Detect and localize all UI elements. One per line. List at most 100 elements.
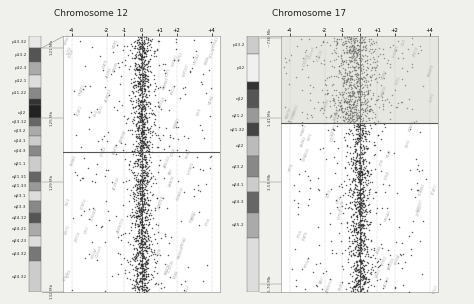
Point (352, 131, 359, 136)
Point (353, 34, 361, 39)
Point (136, 262, 143, 267)
Point (135, 123, 143, 128)
Point (364, 285, 372, 290)
Point (344, 115, 351, 119)
Point (340, 80, 347, 85)
Point (130, 254, 138, 259)
Point (370, 152, 377, 157)
Point (352, 275, 360, 280)
Point (146, 222, 153, 227)
Point (128, 263, 135, 268)
Point (357, 186, 365, 191)
Point (125, 270, 133, 275)
Point (356, 274, 364, 278)
Point (144, 288, 151, 293)
Point (353, 158, 360, 163)
Point (355, 93, 362, 98)
Point (133, 234, 141, 239)
Point (130, 110, 137, 115)
Point (337, 120, 344, 125)
Text: FAM60A: FAM60A (333, 108, 342, 122)
Point (364, 99, 372, 104)
Point (138, 126, 146, 130)
Point (144, 257, 152, 261)
Point (151, 103, 159, 108)
Point (346, 98, 354, 102)
Point (141, 112, 149, 117)
Point (356, 173, 364, 178)
Point (124, 52, 131, 57)
Point (362, 80, 370, 85)
Point (357, 288, 365, 292)
Point (146, 42, 154, 47)
Point (152, 280, 159, 285)
Point (357, 242, 365, 247)
Point (350, 251, 357, 256)
Point (355, 282, 362, 286)
Point (315, 100, 322, 105)
Point (307, 178, 314, 183)
Point (146, 222, 153, 226)
Point (137, 90, 145, 95)
Point (136, 111, 143, 116)
Point (356, 212, 364, 216)
Point (145, 216, 152, 221)
Point (349, 101, 356, 106)
Point (353, 121, 361, 126)
Point (141, 136, 148, 141)
Point (328, 63, 336, 68)
Point (358, 173, 365, 178)
Point (139, 73, 146, 78)
Point (135, 244, 143, 248)
Point (291, 182, 298, 187)
Point (140, 224, 147, 229)
Point (350, 144, 358, 149)
Point (353, 114, 361, 119)
Point (134, 238, 142, 243)
Point (354, 141, 361, 146)
Point (357, 181, 365, 186)
Point (360, 96, 368, 101)
Point (135, 63, 143, 68)
Point (354, 190, 361, 195)
Point (137, 146, 144, 151)
Point (140, 105, 147, 109)
Point (353, 187, 361, 192)
Point (346, 177, 353, 182)
Point (376, 120, 383, 125)
Point (130, 148, 137, 153)
Point (342, 87, 349, 92)
Point (363, 84, 370, 89)
Point (357, 56, 365, 60)
Point (192, 49, 200, 54)
Point (109, 179, 116, 184)
Point (339, 82, 347, 87)
Point (134, 273, 141, 278)
Point (368, 65, 376, 70)
Point (356, 200, 363, 205)
Point (356, 236, 363, 241)
Text: q25.2: q25.2 (232, 223, 245, 227)
Point (138, 283, 146, 288)
Point (356, 56, 363, 61)
Point (147, 253, 155, 257)
Point (347, 109, 355, 113)
Point (355, 55, 363, 60)
Point (367, 266, 375, 271)
Point (137, 283, 145, 288)
Text: q21.33: q21.33 (11, 185, 27, 188)
Point (143, 191, 150, 195)
Point (147, 271, 155, 276)
Point (348, 105, 356, 110)
Point (119, 47, 127, 52)
Point (129, 170, 137, 175)
Point (342, 116, 350, 121)
Point (309, 269, 316, 274)
Point (345, 235, 353, 240)
Point (137, 115, 145, 119)
Point (352, 81, 359, 85)
Point (117, 261, 124, 266)
Point (138, 258, 146, 263)
Point (341, 137, 349, 142)
Point (132, 54, 140, 58)
